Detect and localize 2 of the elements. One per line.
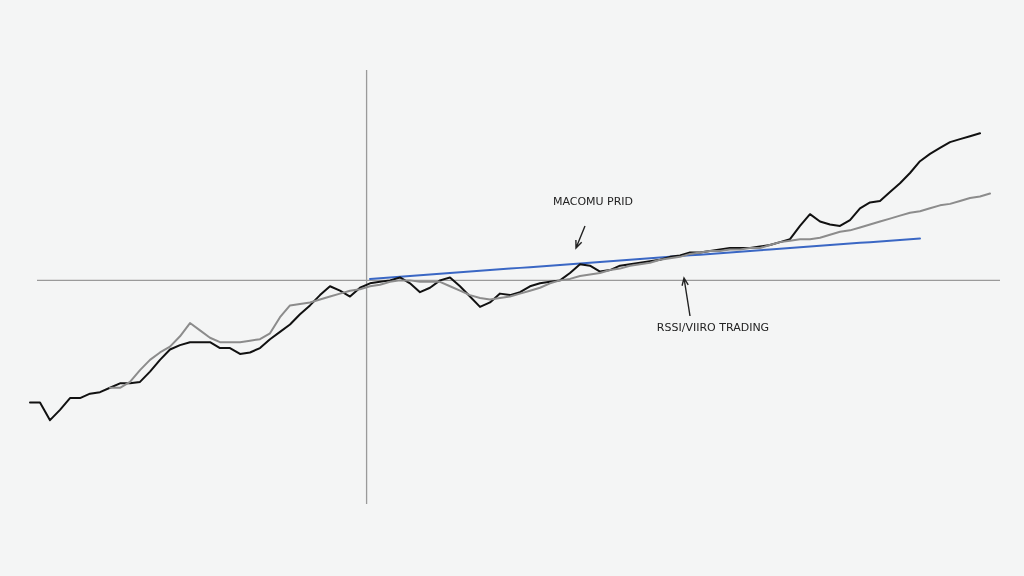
annotation: MACOMU PRID (552, 194, 634, 208)
annotation: RSSI/VIIRO TRADING (656, 320, 770, 334)
